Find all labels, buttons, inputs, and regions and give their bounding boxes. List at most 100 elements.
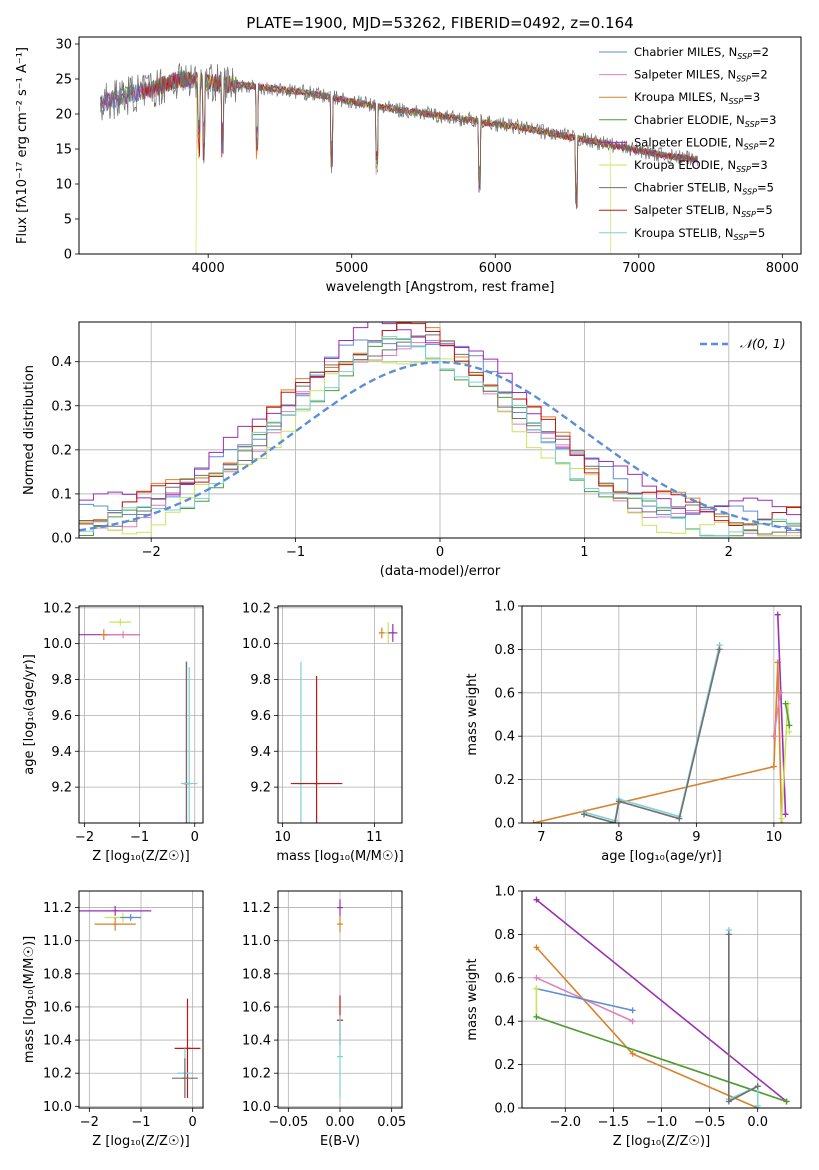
y-tick-label: 11.2 — [43, 901, 72, 916]
y-tick-label: 10.2 — [242, 601, 271, 616]
weight-point-marker — [533, 985, 540, 992]
legend-entry: Salpeter MILES, NSSP=2 — [599, 68, 768, 84]
legend-label: Salpeter ELODIE, NSSP=2 — [634, 135, 775, 151]
y-axis-label: mass weight — [465, 958, 480, 1040]
y-tick-label: 11.0 — [242, 934, 271, 949]
legend-entry: Salpeter ELODIE, NSSP=2 — [599, 135, 775, 151]
legend-value: =2 — [752, 45, 769, 59]
plot-area-age_vs_mass — [290, 622, 398, 823]
legend-value: =5 — [756, 203, 773, 217]
weight-point-marker — [533, 896, 540, 903]
legend-value: =5 — [748, 226, 765, 240]
y-tick-label: 0.0 — [51, 532, 72, 547]
weight-point-marker — [725, 931, 732, 938]
x-axis-label: wavelength [Angstrom, rest frame] — [326, 280, 555, 295]
x-tick-label: 8000 — [766, 261, 799, 276]
plot-area-mass_vs_ebv — [337, 899, 343, 1099]
plot-area-weight_vs_age — [530, 611, 793, 823]
errorbar-kroupa_elodie — [109, 618, 132, 626]
legend-entry: 𝒩(0, 1) — [700, 336, 786, 351]
legend-entry: Kroupa MILES, NSSP=3 — [599, 90, 760, 106]
weight-point-marker — [629, 1050, 636, 1057]
x-tick-label: −2 — [142, 545, 161, 560]
legend-value: =5 — [757, 181, 774, 195]
weight-point-marker — [725, 1098, 732, 1105]
x-tick-label: −1 — [131, 1115, 150, 1130]
x-tick-label: 0.0 — [747, 1115, 768, 1130]
y-tick-label: 0.8 — [494, 928, 515, 943]
x-tick-label: 7 — [537, 830, 545, 845]
x-tick-label: −0.5 — [694, 1115, 726, 1130]
panel-spectrum: 4000 5000 6000 7000 8000 0 5 10 15 20 25 30 waveleng… — [15, 36, 802, 295]
errorbar-salpeter_stelib — [290, 675, 343, 823]
y-tick-label: 9.2 — [51, 781, 72, 796]
legend-entry: Chabrier STELIB, NSSP=5 — [599, 181, 774, 197]
x-axis-label: E(B-V) — [320, 1134, 360, 1149]
y-tick-label: 0.2 — [51, 443, 72, 458]
x-tick-label: 2 — [725, 545, 733, 560]
legend-label: Salpeter MILES, NSSP=2 — [634, 68, 768, 84]
legend-value: =2 — [758, 135, 775, 149]
y-tick-label: 1.0 — [494, 885, 515, 900]
weight-point-marker — [615, 798, 622, 805]
legend-subscript: SSP — [741, 210, 756, 219]
y-tick-label: 0.4 — [494, 1015, 515, 1030]
y-tick-label: 9.2 — [250, 781, 271, 796]
weight-line-chabrier_stelib — [727, 934, 759, 1103]
x-tick-label: −2 — [75, 830, 94, 845]
legend-label: Chabrier ELODIE, NSSP=3 — [634, 113, 776, 129]
x-tick-label: −2.0 — [550, 1115, 582, 1130]
legend-subscript: SSP — [742, 188, 757, 197]
weight-point-marker — [777, 689, 784, 696]
errorbar-chabrier_miles — [120, 914, 141, 921]
legend-label: 𝒩(0, 1) — [740, 336, 786, 351]
legend-entry: Kroupa ELODIE, NSSP=3 — [599, 158, 768, 174]
panel-age_vs_mass: 10 11 9.2 9.4 9.6 9.8 10.0 10.2 mass [log₁₀(M/M☉… — [242, 601, 404, 864]
weight-point-marker — [676, 815, 683, 822]
x-axis-label: Z [log₁₀(Z/Z☉)] — [613, 1134, 710, 1149]
y-tick-label: 9.6 — [250, 709, 271, 724]
x-tick-label: 0 — [436, 545, 444, 560]
weight-point-marker — [786, 728, 793, 735]
weight-point-marker — [629, 1007, 636, 1014]
legend-label: Kroupa STELIB, NSSP=5 — [634, 226, 765, 242]
y-tick-label: 11.2 — [242, 901, 271, 916]
y-tick-label: 0.8 — [494, 643, 515, 658]
x-axis-label: (data-model)/error — [380, 564, 501, 579]
y-tick-label: 10.2 — [43, 601, 72, 616]
errorbar-kroupa_miles — [94, 917, 136, 931]
weight-line-salpeter_miles — [773, 692, 781, 737]
errorbar-kroupa_stelib — [337, 1015, 343, 1099]
legend-subscript: SSP — [736, 75, 751, 84]
y-tick-label: 10.6 — [242, 1000, 271, 1015]
weight-point-marker — [778, 815, 785, 822]
y-tick-label: 15 — [55, 143, 72, 158]
weight-point-marker — [533, 974, 540, 981]
errorbar-salpeter_miles — [106, 631, 140, 639]
weight-point-marker — [629, 1018, 636, 1025]
plot-frame — [78, 321, 802, 539]
y-tick-label: 9.8 — [250, 673, 271, 688]
legend-subscript: SSP — [744, 142, 759, 151]
spectrum-series-chabrier_stelib — [100, 63, 699, 210]
y-tick-label: 10.8 — [43, 967, 72, 982]
y-tick-label: 10.0 — [242, 1100, 271, 1115]
legend-entry: Chabrier MILES, NSSP=2 — [599, 45, 769, 61]
y-tick-label: 9.4 — [51, 745, 72, 760]
x-tick-label: 10 — [766, 830, 783, 845]
y-tick-label: 1.0 — [494, 600, 515, 615]
y-tick-label: 0.6 — [494, 971, 515, 986]
errorbar-chabrier_stelib — [172, 1058, 198, 1099]
y-axis-label: Flux [fλ10⁻¹⁷ erg cm⁻² s⁻¹ A⁻¹] — [15, 47, 30, 244]
panel-weight_vs_age: 7 8 9 10 0.0 0.2 0.4 0.6 0.8 1.0 age [log₁₀(age/yr… — [465, 600, 802, 864]
y-tick-label: 10.8 — [242, 967, 271, 982]
legend-label: Chabrier STELIB, NSSP=5 — [634, 181, 774, 197]
y-tick-label: 20 — [55, 108, 72, 123]
x-tick-label: 11 — [366, 830, 383, 845]
y-axis-label: Normed distribution — [22, 365, 37, 495]
x-tick-label: 0.00 — [326, 1115, 355, 1130]
x-axis-label: Z [log₁₀(Z/Z☉)] — [92, 849, 189, 864]
weight-line-chabrier_miles — [536, 987, 633, 1012]
y-tick-label: 10.2 — [43, 1067, 72, 1082]
legend-value: =2 — [751, 68, 768, 82]
